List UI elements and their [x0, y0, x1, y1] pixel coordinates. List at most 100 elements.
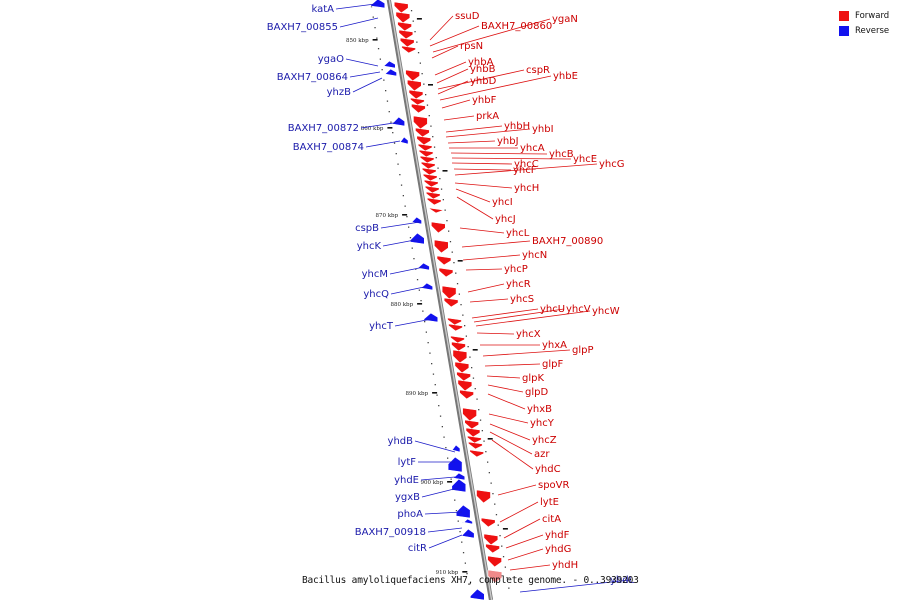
minor-tick-mark: [457, 260, 463, 262]
reverse-gene-feature: [462, 518, 473, 525]
backbone-dot: [425, 331, 427, 333]
backbone-dot: [458, 293, 460, 295]
forward-gene-label: yhcP: [504, 264, 528, 275]
backbone-dot: [488, 472, 490, 474]
leader-line: [519, 579, 631, 593]
forward-gene-label: yhdF: [545, 530, 570, 541]
backbone-dot: [370, 6, 373, 8]
forward-gene-label: yhcC: [514, 159, 539, 170]
leader-line: [429, 25, 480, 47]
forward-gene-feature: [465, 427, 481, 438]
forward-gene-feature: [418, 149, 434, 158]
forward-gene-feature: [447, 317, 462, 326]
scale-tick-label: 870 kbp: [375, 213, 398, 219]
backbone-dot: [456, 283, 459, 285]
backbone-dot: [441, 426, 443, 428]
leader-line: [380, 221, 421, 229]
leader-line: [454, 182, 513, 189]
leader-line: [488, 413, 529, 424]
leader-line: [335, 3, 376, 10]
forward-gene-feature: [410, 97, 425, 106]
leader-line: [471, 308, 539, 319]
forward-gene-feature: [430, 221, 446, 234]
forward-gene-feature: [408, 89, 424, 100]
backbone-dot: [454, 499, 456, 501]
forward-gene-feature: [416, 135, 432, 146]
forward-gene-feature: [462, 407, 477, 422]
forward-gene-feature: [413, 115, 428, 130]
backbone-dot: [445, 447, 447, 449]
backbone-dot: [376, 37, 378, 39]
leader-line: [445, 125, 503, 133]
forward-gene-label: yhcU: [540, 304, 565, 315]
minor-tick-mark: [502, 528, 508, 530]
reverse-gene-label: yhcK: [357, 241, 382, 252]
forward-gene-label: yhcL: [506, 228, 530, 239]
backbone-dot: [485, 451, 487, 453]
backbone-dot: [412, 20, 414, 22]
forward-gene-feature: [469, 449, 485, 458]
backbone-dot: [419, 62, 421, 64]
forward-gene-label: lytE: [540, 497, 559, 508]
backbone-dot: [408, 226, 410, 228]
reverse-gene-feature: [461, 528, 475, 539]
forward-gene-label: yhbF: [472, 95, 497, 106]
reverse-gene-feature: [392, 116, 406, 127]
forward-gene-feature: [421, 167, 437, 176]
backbone-dot: [437, 167, 439, 169]
forward-gene-label: yhcJ: [495, 214, 516, 225]
legend-label-forward: Forward: [855, 10, 890, 21]
forward-gene-label: prkA: [476, 111, 499, 122]
forward-gene-label: yhbJ: [497, 136, 519, 147]
minor-tick-mark: [428, 84, 433, 86]
backbone-dot: [426, 104, 429, 106]
forward-gene-label: yhcB: [549, 149, 574, 160]
leader-line: [349, 71, 381, 78]
leader-line: [491, 439, 534, 470]
reverse-gene-label: phoA: [397, 509, 423, 520]
reverse-gene-label: lytF: [398, 457, 417, 468]
forward-gene-label: yhbD: [470, 76, 497, 87]
backbone-dot: [417, 52, 420, 54]
leader-line: [487, 384, 524, 393]
leader-line: [394, 318, 433, 327]
scale-tick-label: 910 kbp: [436, 570, 459, 576]
backbone-dots: [370, 6, 510, 589]
forward-gene-label: yhbH: [504, 121, 530, 132]
backbone-dot: [462, 552, 465, 554]
forward-gene-feature: [456, 371, 471, 382]
forward-gene-label: yhcA: [520, 143, 545, 154]
backbone-dot: [460, 304, 462, 306]
leader-line: [465, 268, 503, 271]
forward-gene-feature: [438, 267, 454, 278]
leader-line: [454, 163, 598, 176]
backbone-dot: [413, 258, 415, 260]
backbone-dot: [427, 342, 429, 344]
backbone-dot: [404, 205, 406, 207]
reverse-gene-feature: [382, 60, 396, 69]
leader-line: [421, 487, 459, 498]
leader-line: [489, 423, 531, 441]
leader-line: [437, 69, 525, 90]
leader-line: [445, 128, 531, 138]
leader-line: [451, 162, 513, 165]
backbone-dot: [395, 153, 397, 155]
backbone-dot: [474, 388, 476, 390]
gene-features: [370, 0, 503, 600]
leader-line: [382, 238, 421, 247]
backbone-dot: [416, 41, 418, 43]
leader-line: [486, 375, 521, 379]
leader-line: [484, 363, 541, 367]
leader-line: [487, 393, 526, 410]
forward-gene-label: glpF: [542, 359, 563, 370]
forward-gene-feature: [487, 569, 503, 584]
forward-gene-label: yhbI: [532, 124, 554, 135]
backbone-dot: [390, 121, 392, 123]
label-leaders: [335, 3, 631, 593]
leader-line: [482, 349, 571, 357]
backbone-dot: [399, 174, 401, 176]
backbone-dot: [385, 90, 387, 92]
backbone-dot: [447, 457, 449, 459]
